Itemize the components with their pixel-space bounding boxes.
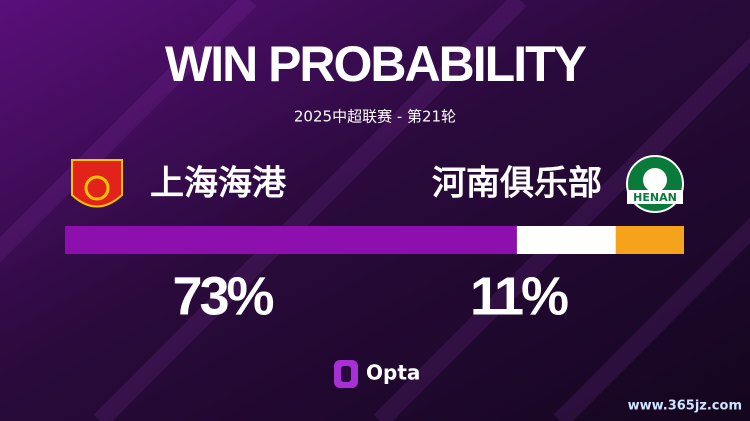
value-label: 11% (470, 266, 568, 326)
home-badge (71, 159, 123, 208)
bar-segment (65, 226, 517, 254)
chart-subtitle: 2025中超联赛 - 第21轮 (294, 108, 456, 126)
value-label: 73% (172, 266, 273, 326)
chart-title: WIN PROBABILITY (165, 36, 587, 92)
watermark: www.365jz.com (628, 399, 742, 414)
bar-segment (615, 226, 684, 254)
away-badge: HENAN (626, 155, 684, 213)
away-team: 河南俱乐部 (432, 164, 602, 204)
home-team: 上海海港 (150, 164, 287, 204)
source-logo (334, 360, 358, 388)
away-badge-text: HENAN (633, 191, 677, 204)
probability-bar (65, 226, 684, 254)
source: Opta (366, 361, 420, 385)
bar-segment (516, 226, 616, 254)
